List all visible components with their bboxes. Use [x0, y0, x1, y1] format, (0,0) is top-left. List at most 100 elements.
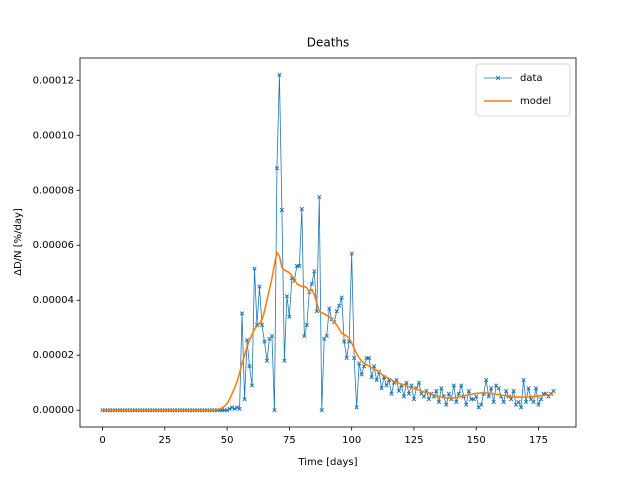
- data-point: [444, 402, 449, 407]
- data-point: [486, 394, 491, 399]
- data-point: [474, 394, 479, 399]
- data-point: [237, 406, 242, 412]
- data-point: [406, 391, 412, 396]
- data-point: [239, 311, 245, 316]
- y-tick-label: 0.00010: [33, 130, 74, 141]
- data-point: [401, 394, 407, 399]
- data-point: [342, 339, 347, 344]
- data-point: [327, 306, 332, 311]
- data-point: [421, 394, 427, 399]
- data-point: [279, 207, 285, 213]
- x-tick-label: 75: [283, 435, 296, 446]
- data-point: [511, 388, 516, 394]
- legend-label: data: [520, 73, 543, 84]
- data-point: [259, 322, 265, 328]
- y-tick-label: 0.00012: [33, 75, 74, 86]
- data-point: [277, 72, 282, 77]
- y-tick-label: 0.00008: [33, 185, 74, 196]
- x-tick-label: 0: [99, 435, 105, 446]
- legend-label: model: [520, 96, 551, 107]
- data-point: [454, 399, 459, 405]
- data-point: [551, 388, 556, 394]
- data-point: [518, 405, 524, 410]
- data-point: [337, 303, 342, 308]
- data-point: [269, 333, 275, 339]
- x-tick-label: 125: [404, 435, 423, 446]
- data-point: [416, 380, 422, 385]
- data-point: [374, 377, 379, 383]
- series-line: [102, 74, 554, 411]
- data-point: [536, 402, 541, 407]
- y-tick-label: 0.00000: [33, 405, 74, 416]
- data-point: [426, 397, 432, 402]
- data-point: [356, 361, 362, 366]
- data-point: [538, 397, 544, 402]
- data-point: [229, 405, 235, 410]
- data-point: [521, 377, 526, 383]
- chart-title: Deaths: [307, 36, 350, 50]
- data-point: [489, 386, 494, 391]
- data-point: [384, 383, 389, 388]
- data-point: [344, 355, 349, 361]
- data-point: [352, 355, 357, 361]
- data-point: [287, 314, 292, 319]
- data-point: [516, 399, 521, 405]
- y-tick-label: 0.00006: [33, 240, 74, 251]
- data-point: [404, 380, 409, 385]
- data-point: [282, 358, 287, 363]
- data-point: [349, 251, 354, 256]
- legend: data model: [475, 63, 571, 117]
- data-point: [503, 388, 509, 394]
- x-tick-label: 25: [158, 435, 171, 446]
- legend-box: [475, 63, 571, 117]
- data-point: [411, 397, 417, 402]
- data-point: [249, 383, 255, 388]
- data-point: [496, 386, 501, 391]
- data-point: [232, 406, 237, 412]
- data-point: [359, 372, 364, 377]
- data-point: [466, 388, 471, 394]
- series-line: [102, 251, 554, 412]
- data-point: [264, 358, 270, 363]
- data-point: [354, 405, 359, 410]
- data-point: [479, 402, 484, 407]
- data-point: [379, 386, 384, 391]
- data-point: [339, 295, 344, 300]
- data-point: [272, 408, 277, 413]
- data-point: [247, 364, 252, 369]
- data-point: [389, 391, 394, 396]
- data-point: [234, 405, 240, 410]
- x-tick-label: 50: [221, 435, 234, 446]
- data-point: [446, 391, 451, 396]
- data-point: [274, 166, 280, 171]
- axes-frame: [79, 57, 577, 428]
- data-point: [464, 402, 469, 407]
- data-point: [526, 386, 531, 391]
- data-point: [436, 399, 442, 405]
- data-point: [434, 388, 439, 394]
- data-point: [334, 309, 339, 314]
- data-point: [284, 293, 290, 299]
- x-tick-label: 175: [529, 435, 548, 446]
- y-tick-label: 0.00002: [33, 350, 74, 361]
- data-point: [227, 406, 232, 412]
- data-point: [366, 355, 372, 361]
- y-axis-label: ΔD/N [%/day]: [13, 208, 24, 276]
- data-point: [451, 383, 456, 388]
- data-point: [531, 399, 536, 405]
- data-point: [324, 333, 329, 339]
- plot-area: [100, 72, 556, 413]
- data-point: [314, 309, 319, 314]
- data-point: [309, 281, 314, 286]
- x-tick-label: 150: [467, 435, 486, 446]
- x-axis-label: Time [days]: [297, 457, 357, 468]
- data-point: [459, 383, 464, 388]
- data-point: [319, 408, 324, 413]
- data-point: [257, 284, 262, 289]
- data-point: [456, 391, 461, 396]
- data-point: [242, 397, 247, 402]
- data-point: [224, 408, 230, 413]
- y-tick-label: 0.00004: [33, 295, 74, 306]
